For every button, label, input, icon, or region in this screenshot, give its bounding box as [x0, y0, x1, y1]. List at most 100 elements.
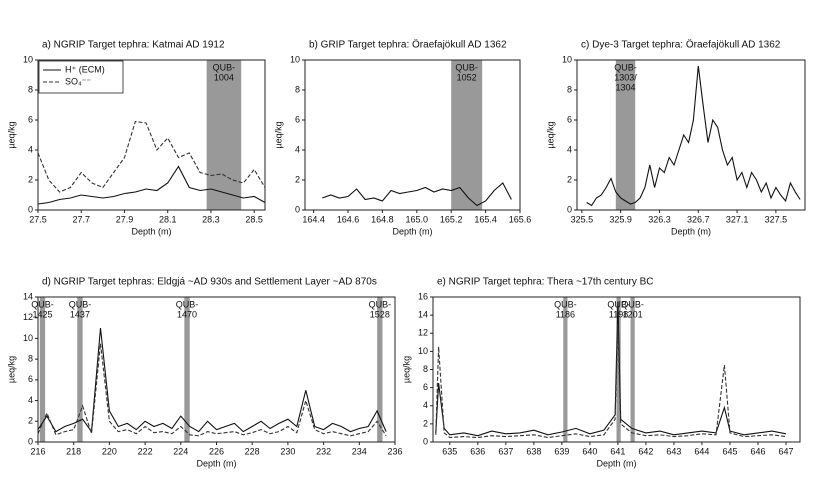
- y-tick-label: 6: [28, 374, 33, 384]
- x-tick-label: 325.5: [571, 214, 594, 224]
- band-label: 1425: [32, 309, 52, 319]
- x-tick-label: 28.3: [202, 214, 220, 224]
- band-label: 1303/: [614, 72, 637, 82]
- x-tick-label: 224: [173, 446, 188, 456]
- plot-frame: [304, 59, 521, 211]
- band-label: QUB-: [621, 299, 644, 309]
- x-tick-label: 27.5: [29, 214, 47, 224]
- band-label: QUB-: [455, 62, 478, 72]
- y-tick-label: 2: [423, 418, 428, 428]
- y-tick-label: 6: [28, 114, 33, 124]
- x-tick-label: 220: [102, 446, 117, 456]
- x-tick-label: 647: [778, 446, 793, 456]
- y-tick-label: 16: [418, 291, 428, 301]
- x-tick-label: 28.1: [159, 214, 177, 224]
- band-label: 1437: [70, 309, 90, 319]
- x-tick-label: 226: [209, 446, 224, 456]
- legend-box: [38, 60, 124, 94]
- plot-frame: [37, 296, 396, 443]
- band-label: 1470: [177, 309, 197, 319]
- x-tick-label: 164.8: [371, 214, 394, 224]
- y-tick-label: 6: [295, 114, 300, 124]
- sample-band: [377, 297, 383, 442]
- data-line: [586, 65, 801, 207]
- x-tick-label: 165.4: [474, 214, 497, 224]
- y-tick-label: 2: [567, 174, 572, 184]
- y-tick-label: 0: [295, 204, 300, 214]
- x-tick-label: 643: [666, 446, 681, 456]
- y-tick-label: 4: [423, 400, 428, 410]
- x-tick-label: 232: [316, 446, 331, 456]
- sample-band: [451, 60, 483, 210]
- x-tick-label: 637: [498, 446, 513, 456]
- x-tick-label: 638: [526, 446, 541, 456]
- x-tick-label: 218: [66, 446, 81, 456]
- x-tick-label: 326.3: [648, 214, 671, 224]
- legend-label: SO₄⁻⁻: [65, 76, 91, 86]
- x-tick-label: 216: [30, 446, 45, 456]
- band-label: QUB-: [69, 299, 92, 309]
- data-line: [435, 324, 787, 439]
- x-tick-label: 645: [722, 446, 737, 456]
- x-tick-label: 327.5: [765, 214, 788, 224]
- y-tick-label: 14: [23, 291, 33, 301]
- x-axis-label: Depth (m): [392, 226, 432, 236]
- sample-band: [563, 297, 568, 442]
- x-tick-label: 644: [694, 446, 709, 456]
- y-tick-label: 8: [567, 84, 572, 94]
- y-axis-label: µeq/kg: [401, 356, 411, 383]
- band-label: QUB-: [369, 299, 392, 309]
- plot-frame: [37, 59, 266, 211]
- y-tick-label: 0: [28, 436, 33, 446]
- y-tick-label: 4: [28, 144, 33, 154]
- chart-title: b) GRIP Target tephra: Öraefajökull AD 1…: [309, 39, 507, 51]
- band-label: QUB-: [607, 299, 630, 309]
- y-axis-label: µeq/kg: [273, 121, 283, 148]
- band-label: QUB-: [554, 299, 577, 309]
- y-tick-label: 10: [562, 54, 572, 64]
- chart-title: d) NGRIP Target tephras: Eldgjá ~AD 930s…: [42, 277, 377, 288]
- chart-title: c) Dye-3 Target tephra: Öraefajökull AD …: [581, 39, 781, 51]
- y-tick-label: 0: [567, 204, 572, 214]
- band-label: 1201: [623, 309, 643, 319]
- x-axis-label: Depth (m): [131, 226, 171, 236]
- band-label: QUB-: [614, 62, 637, 72]
- x-tick-label: 326.7: [687, 214, 710, 224]
- x-tick-label: 327.1: [726, 214, 749, 224]
- x-tick-label: 234: [352, 446, 367, 456]
- x-axis-label: Depth (m): [196, 458, 236, 468]
- y-axis-label: µeq/kg: [6, 121, 16, 148]
- y-tick-label: 0: [423, 436, 428, 446]
- x-tick-label: 635: [442, 446, 457, 456]
- y-tick-label: 4: [28, 395, 33, 405]
- band-label: QUB-: [176, 299, 199, 309]
- y-axis-label: µeq/kg: [6, 356, 16, 383]
- x-tick-label: 27.7: [72, 214, 90, 224]
- x-tick-label: 636: [470, 446, 485, 456]
- x-tick-label: 642: [638, 446, 653, 456]
- band-label: 1052: [457, 72, 477, 82]
- x-tick-label: 325.9: [609, 214, 632, 224]
- data-line: [322, 182, 512, 207]
- y-tick-label: 4: [567, 144, 572, 154]
- x-tick-label: 28.5: [245, 214, 263, 224]
- sample-band: [206, 60, 242, 210]
- y-tick-label: 14: [418, 310, 428, 320]
- panel-background: [267, 30, 540, 242]
- x-tick-label: 641: [610, 446, 625, 456]
- data-line: [435, 301, 787, 437]
- x-tick-label: 164.6: [337, 214, 360, 224]
- x-tick-label: 165.2: [440, 214, 463, 224]
- x-tick-label: 236: [387, 446, 402, 456]
- y-tick-label: 6: [567, 114, 572, 124]
- y-tick-label: 12: [23, 312, 33, 322]
- y-tick-label: 4: [295, 144, 300, 154]
- y-tick-label: 12: [418, 328, 428, 338]
- data-line: [37, 165, 266, 205]
- y-tick-label: 2: [28, 174, 33, 184]
- y-tick-label: 2: [28, 416, 33, 426]
- band-label: 1304: [615, 82, 635, 92]
- y-tick-label: 6: [423, 382, 428, 392]
- sample-band: [615, 60, 636, 210]
